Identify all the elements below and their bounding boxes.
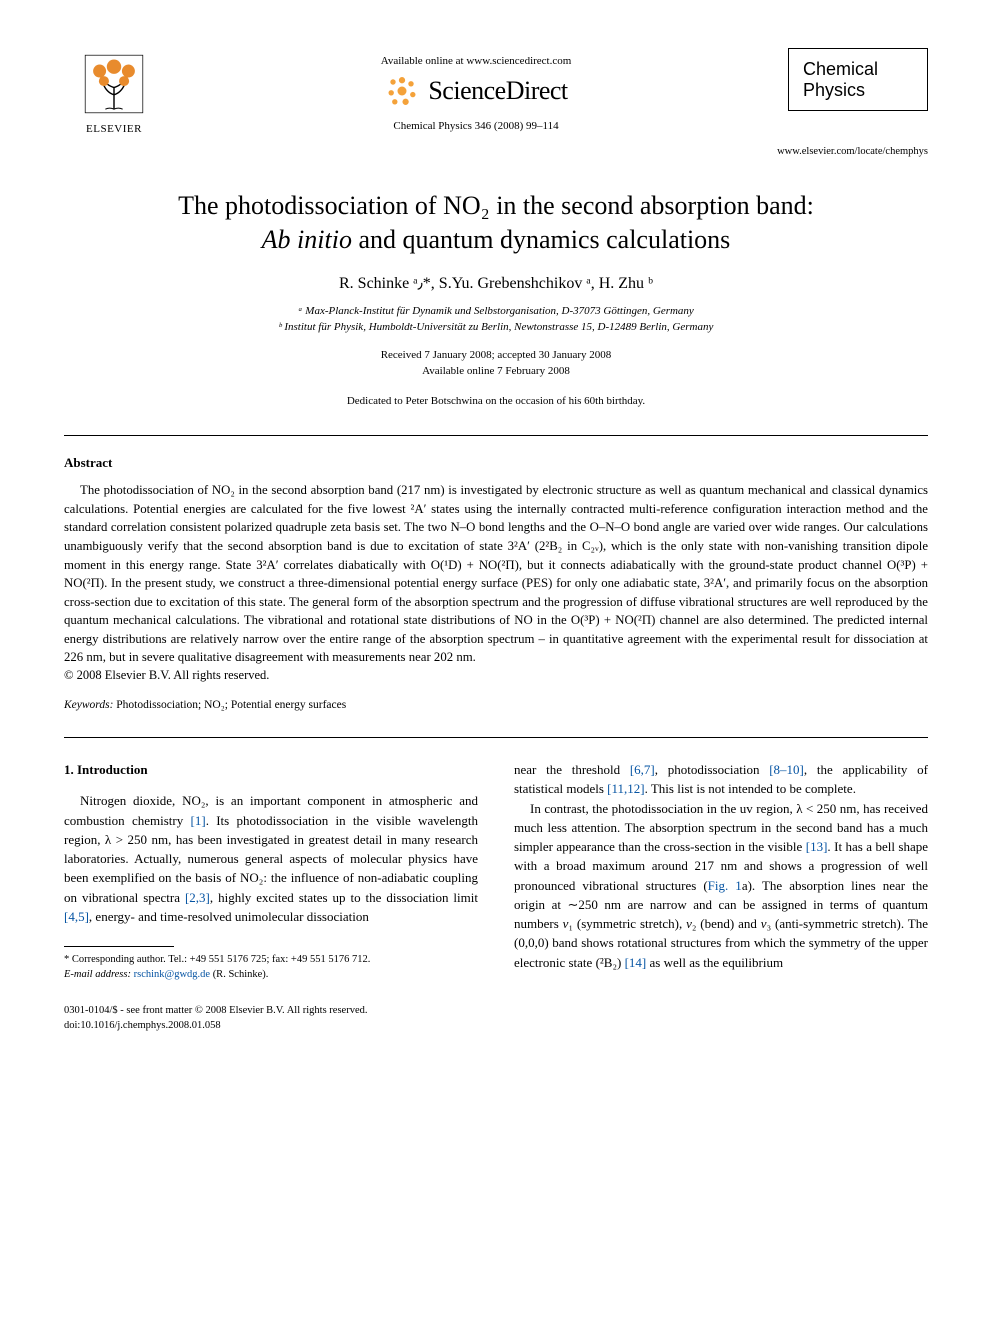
abstract-body: The photodissociation of NO₂ in the seco… xyxy=(64,481,928,666)
sciencedirect-name: ScienceDirect xyxy=(428,73,567,108)
intro-para-2a: near the threshold [6,7], photodissociat… xyxy=(514,760,928,798)
dates-received: Received 7 January 2008; accepted 30 Jan… xyxy=(64,347,928,364)
available-online-text: Available online at www.sciencedirect.co… xyxy=(164,54,788,69)
abstract-heading: Abstract xyxy=(64,454,928,472)
intro-col-left: 1. Introduction Nitrogen dioxide, NO₂, i… xyxy=(64,760,478,1034)
rule-below-keywords xyxy=(64,737,928,738)
journal-reference: Chemical Physics 346 (2008) 99–114 xyxy=(164,119,788,134)
elsevier-label: ELSEVIER xyxy=(86,122,142,137)
footnote-email-label: E-mail address: xyxy=(64,969,131,980)
rule-above-abstract xyxy=(64,435,928,436)
title-line1: The photodissociation of NO₂ in the seco… xyxy=(178,191,814,220)
keywords-value: Photodissociation; NO₂; Potential energy… xyxy=(113,699,346,711)
footnote-email-paren: (R. Schinke). xyxy=(213,969,269,980)
abstract-copyright: © 2008 Elsevier B.V. All rights reserved… xyxy=(64,667,928,684)
journal-box-wrap: Chemical Physics xyxy=(788,48,928,111)
center-header: Available online at www.sciencedirect.co… xyxy=(164,48,788,134)
article-dates: Received 7 January 2008; accepted 30 Jan… xyxy=(64,347,928,380)
intro-para-2b: In contrast, the photodissociation in th… xyxy=(514,799,928,972)
intro-heading: 1. Introduction xyxy=(64,760,478,779)
intro-col-right: near the threshold [6,7], photodissociat… xyxy=(514,760,928,1034)
sciencedirect-row: ScienceDirect xyxy=(164,73,788,109)
corresponding-author-footnote: * Corresponding author. Tel.: +49 551 51… xyxy=(64,953,478,982)
page-header: ELSEVIER Available online at www.science… xyxy=(64,48,928,137)
journal-box-line2: Physics xyxy=(803,80,913,101)
footer-doi: doi:10.1016/j.chemphys.2008.01.058 xyxy=(64,1019,478,1034)
title-line2: Ab initio and quantum dynamics calculati… xyxy=(262,225,731,254)
dedication: Dedicated to Peter Botschwina on the occ… xyxy=(64,394,928,409)
sciencedirect-icon xyxy=(384,73,420,109)
elsevier-tree-icon xyxy=(78,48,150,120)
journal-title-box: Chemical Physics xyxy=(788,48,928,111)
keywords-label: Keywords: xyxy=(64,699,113,711)
intro-columns: 1. Introduction Nitrogen dioxide, NO₂, i… xyxy=(64,760,928,1034)
journal-url[interactable]: www.elsevier.com/locate/chemphys xyxy=(64,145,928,159)
footnote-email[interactable]: rschink@gwdg.de xyxy=(134,969,210,980)
footer-left: 0301-0104/$ - see front matter © 2008 El… xyxy=(64,1004,478,1033)
authors: R. Schinke ᵃ٫*, S.Yu. Grebenshchikov ᵃ, … xyxy=(64,273,928,295)
journal-box-line1: Chemical xyxy=(803,59,913,80)
intro-para-1: Nitrogen dioxide, NO₂, is an important c… xyxy=(64,791,478,926)
footer-front-matter: 0301-0104/$ - see front matter © 2008 El… xyxy=(64,1004,478,1019)
article-title: The photodissociation of NO₂ in the seco… xyxy=(104,189,888,257)
keywords: Keywords: Photodissociation; NO₂; Potent… xyxy=(64,698,928,714)
abstract-section: Abstract The photodissociation of NO₂ in… xyxy=(64,454,928,713)
affiliation-a: ᵃ Max-Planck-Institut für Dynamik und Se… xyxy=(64,304,928,319)
footnote-corr: * Corresponding author. Tel.: +49 551 51… xyxy=(64,953,478,968)
affiliation-b: ᵇ Institut für Physik, Humboldt-Universi… xyxy=(64,320,928,335)
affiliations: ᵃ Max-Planck-Institut für Dynamik und Se… xyxy=(64,304,928,335)
footnote-separator xyxy=(64,946,174,947)
dates-online: Available online 7 February 2008 xyxy=(64,363,928,380)
elsevier-block: ELSEVIER xyxy=(64,48,164,137)
footnote-email-line: E-mail address: rschink@gwdg.de (R. Schi… xyxy=(64,968,478,983)
